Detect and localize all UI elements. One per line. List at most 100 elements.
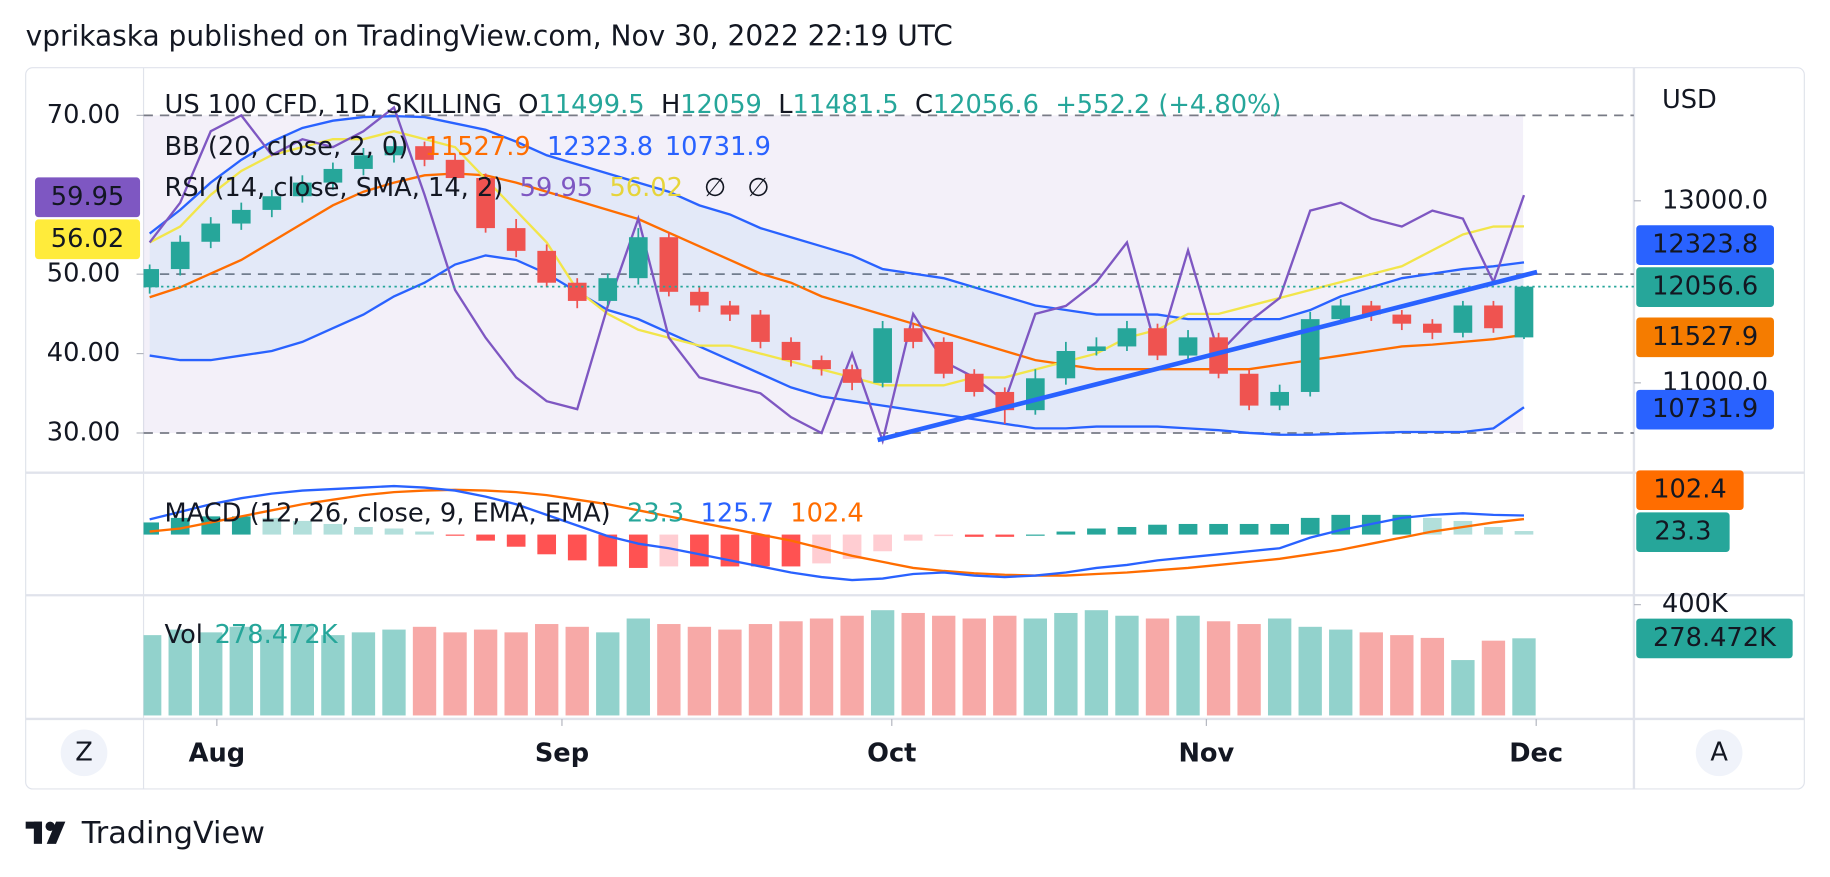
volume-bar bbox=[412, 626, 437, 716]
volume-bar bbox=[809, 618, 834, 716]
macd-histogram bbox=[1209, 523, 1228, 535]
bb-basis bbox=[149, 172, 1525, 371]
bb-lower bbox=[149, 254, 1525, 436]
candle-body bbox=[842, 369, 862, 383]
rsi-ma bbox=[149, 130, 1524, 387]
bb-upper bbox=[148, 114, 1525, 321]
legend-row: Vol 278.472K bbox=[165, 619, 339, 649]
legend-item: RSI (14, close, SMA, 14, 2) bbox=[165, 172, 504, 202]
legend-item: 12056.6 bbox=[933, 90, 1039, 120]
macd-histogram bbox=[598, 534, 618, 567]
button-label[interactable]: A bbox=[1710, 737, 1728, 767]
candle-body bbox=[1056, 350, 1076, 379]
candle-body bbox=[1270, 391, 1289, 406]
volume-bar bbox=[504, 632, 528, 716]
volume-bar bbox=[382, 629, 406, 716]
candle-body bbox=[384, 146, 404, 156]
candle-body bbox=[1178, 337, 1198, 356]
value-box-label: 11527.9 bbox=[1652, 322, 1758, 352]
volume-bar bbox=[1145, 618, 1170, 716]
macd-histogram bbox=[354, 526, 373, 535]
candle-body bbox=[873, 328, 892, 383]
legend-item: 11527.9 bbox=[425, 132, 531, 162]
logo-mark bbox=[25, 821, 66, 844]
macd-histogram bbox=[1148, 524, 1167, 535]
macd-histogram bbox=[903, 534, 923, 541]
candle-body bbox=[1025, 378, 1045, 411]
macd-histogram bbox=[170, 517, 190, 535]
candle-body bbox=[415, 146, 434, 160]
legend-item: C bbox=[915, 90, 933, 120]
candle-body bbox=[1484, 305, 1503, 329]
x-tick-label: Sep bbox=[535, 738, 589, 768]
volume-bar bbox=[565, 626, 589, 716]
volume-bar bbox=[870, 610, 895, 716]
volume-tick-label: 400K bbox=[1662, 589, 1729, 619]
macd-histogram bbox=[1270, 523, 1289, 535]
candle-body bbox=[598, 278, 618, 301]
volume-bar bbox=[1390, 635, 1414, 716]
candle-body bbox=[1117, 328, 1137, 347]
legend-item: Vol bbox=[165, 619, 203, 649]
candle-body bbox=[1423, 323, 1442, 333]
candle-body bbox=[1239, 373, 1259, 406]
volume-bar bbox=[1329, 629, 1353, 716]
volume-bar bbox=[1451, 660, 1475, 716]
macd-histogram bbox=[934, 534, 954, 537]
volume-bar bbox=[143, 635, 162, 716]
macd-histogram bbox=[842, 534, 862, 559]
legend-item: US 100 CFD, 1D, SKILLING bbox=[165, 90, 502, 120]
button[interactable] bbox=[60, 729, 108, 777]
legend-item: 56.02 bbox=[609, 172, 682, 202]
x-tick-label: Aug bbox=[189, 738, 245, 768]
legend-item: H bbox=[661, 90, 680, 120]
volume-bar bbox=[596, 632, 620, 716]
value-box-label: 102.4 bbox=[1653, 475, 1726, 505]
value-box bbox=[1636, 317, 1774, 358]
rsi-line bbox=[148, 105, 1526, 446]
value-box bbox=[35, 177, 141, 218]
volume-bar bbox=[321, 635, 345, 716]
volume-bar bbox=[1267, 618, 1292, 716]
legend-item: 10731.9 bbox=[665, 132, 771, 162]
macd-histogram bbox=[659, 534, 679, 567]
legend-item: 125.7 bbox=[701, 498, 774, 528]
candle-body bbox=[231, 209, 251, 224]
candle-body bbox=[445, 159, 465, 179]
candle-body bbox=[1087, 346, 1106, 351]
button[interactable] bbox=[1695, 729, 1743, 777]
legend-row: MACD (12, 26, close, 9, EMA, EMA) 23.3 125… bbox=[165, 498, 864, 528]
value-box bbox=[1636, 225, 1774, 265]
volume-bar bbox=[626, 618, 650, 716]
candle-body bbox=[293, 182, 312, 197]
volume-bar bbox=[748, 624, 773, 716]
candle-body bbox=[506, 228, 526, 251]
candle-body bbox=[567, 282, 587, 301]
candle-body bbox=[934, 341, 954, 374]
legend-item: 11499.5 bbox=[538, 90, 644, 120]
value-box bbox=[35, 219, 141, 260]
value-box-label: 59.95 bbox=[51, 182, 124, 212]
volume-bar bbox=[962, 618, 986, 716]
volume-bar bbox=[535, 624, 559, 716]
legend-item: L bbox=[778, 90, 793, 120]
macd-histogram bbox=[231, 516, 251, 535]
legend-item: O bbox=[518, 90, 538, 120]
logo-text: TradingView bbox=[81, 816, 265, 851]
macd-histogram bbox=[1117, 526, 1137, 535]
volume-bar bbox=[199, 632, 223, 716]
currency: USD bbox=[1662, 85, 1717, 115]
button-label[interactable]: Z bbox=[75, 737, 93, 767]
candle-body bbox=[1300, 319, 1320, 392]
candle-body bbox=[323, 168, 343, 183]
value-box bbox=[1636, 267, 1774, 307]
volume-bar bbox=[1420, 637, 1445, 716]
legend-item: MACD (12, 26, close, 9, EMA, EMA) bbox=[165, 498, 611, 528]
value-box bbox=[1636, 389, 1774, 430]
candle-body bbox=[143, 269, 159, 288]
x-tick-label: Oct bbox=[867, 738, 916, 768]
macd-histogram bbox=[1087, 528, 1106, 535]
candle-body bbox=[812, 360, 831, 370]
value-box-label: 10731.9 bbox=[1652, 394, 1758, 424]
